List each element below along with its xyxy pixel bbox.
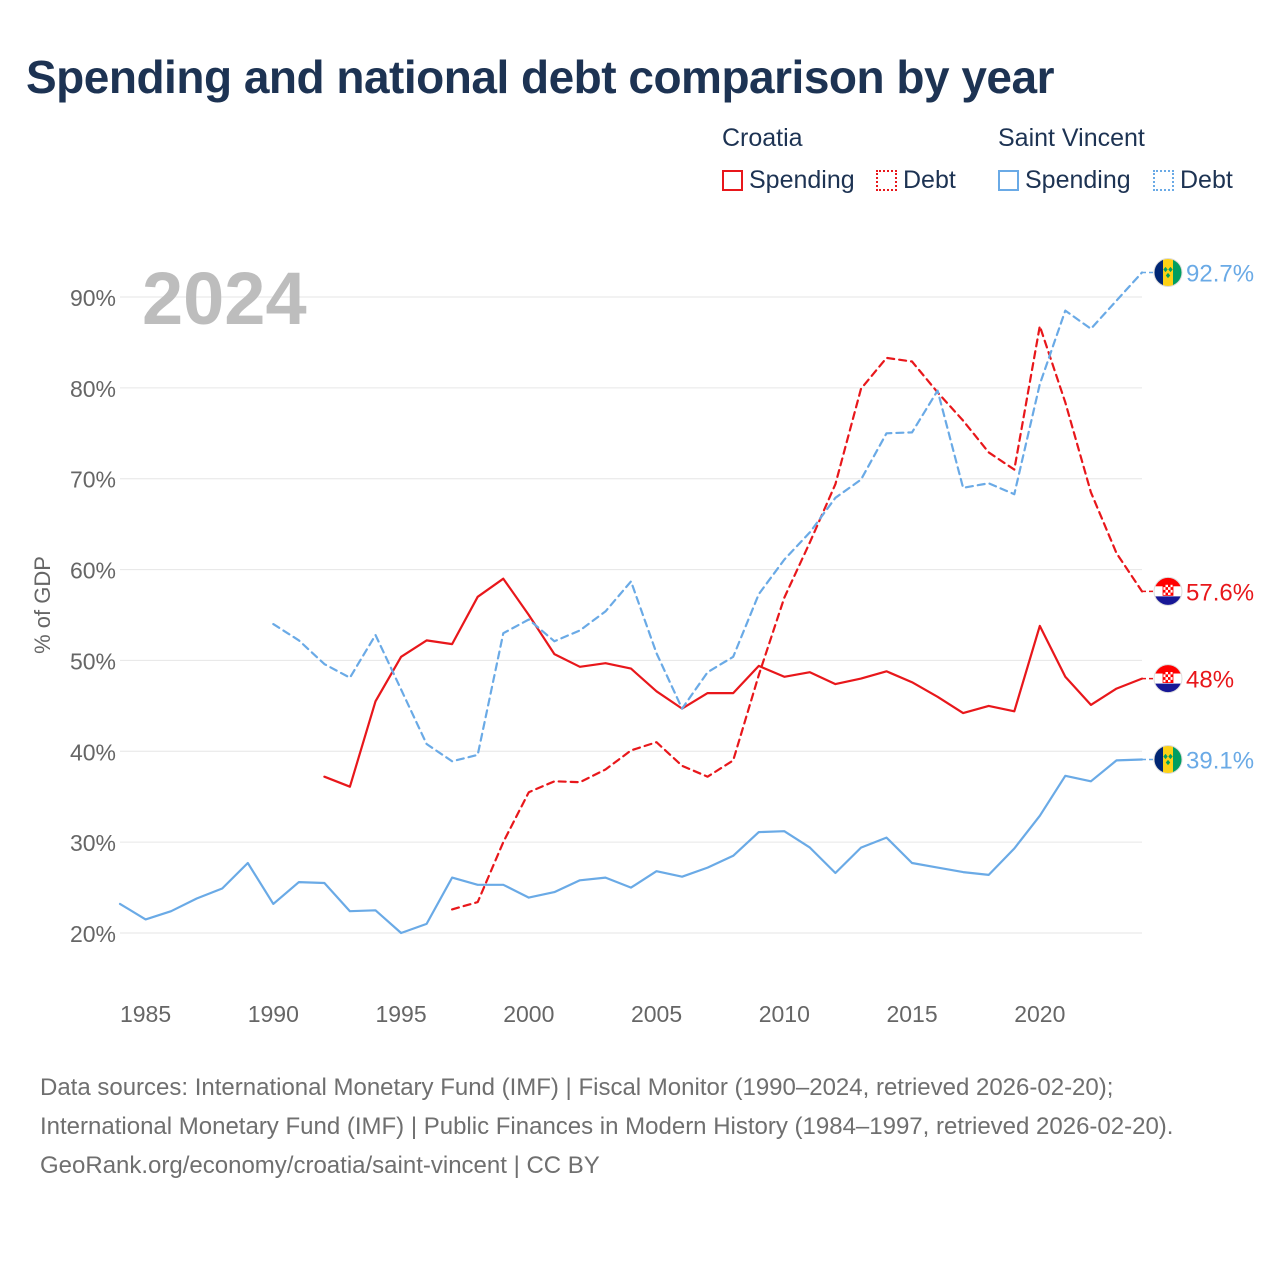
croatia-flag-icon xyxy=(1153,576,1183,606)
legend-swatch-solid-blue xyxy=(998,170,1019,191)
series-saint-vincent-spending xyxy=(118,758,1144,935)
croatia-flag-icon xyxy=(1153,664,1183,694)
x-tick-label: 2005 xyxy=(631,1001,682,1027)
legend-saint-vincent-debt[interactable]: Debt xyxy=(1153,166,1233,195)
end-value-label: 39.1% xyxy=(1186,747,1254,774)
y-tick-label: 40% xyxy=(70,739,116,765)
legend-croatia-debt[interactable]: Debt xyxy=(876,166,956,195)
legend-croatia-spending[interactable]: Spending xyxy=(722,166,855,195)
legend-label: Spending xyxy=(749,166,855,194)
x-tick-label: 2000 xyxy=(503,1001,554,1027)
x-tick-label: 2020 xyxy=(1014,1001,1065,1027)
grid xyxy=(120,296,1142,934)
saint-vincent-flag-icon xyxy=(1153,257,1183,287)
x-tick-label: 1985 xyxy=(120,1001,171,1027)
credit-link[interactable]: GeoRank.org/economy/croatia/saint-vincen… xyxy=(40,1152,600,1179)
series-saint-vincent-debt xyxy=(272,271,1144,763)
year-label: 2024 xyxy=(142,257,307,340)
y-tick-label: 70% xyxy=(70,467,116,493)
y-tick-label: 30% xyxy=(70,830,116,856)
y-tick-label: 60% xyxy=(70,558,116,584)
legend-swatch-dotted-blue xyxy=(1153,170,1174,191)
saint-vincent-flag-icon xyxy=(1153,744,1183,774)
x-axis-ticks: 1985 1990 1995 2000 2005 2010 2015 2020 xyxy=(120,1001,1065,1027)
x-tick-label: 1990 xyxy=(248,1001,299,1027)
data-sources: Data sources: International Monetary Fun… xyxy=(40,1074,1174,1140)
y-tick-label: 90% xyxy=(70,285,116,311)
footer: Data sources: International Monetary Fun… xyxy=(40,1068,1240,1185)
legend-label: Spending xyxy=(1025,166,1131,194)
legend-group-saint-vincent: Saint Vincent xyxy=(998,124,1145,152)
y-tick-label: 80% xyxy=(70,376,116,402)
chart-title: Spending and national debt comparison by… xyxy=(26,51,1055,103)
end-markers: 48% 57.6% 39.1% 92.7% xyxy=(1142,257,1254,774)
end-value-label: 57.6% xyxy=(1186,579,1254,606)
x-tick-label: 1995 xyxy=(375,1001,426,1027)
series-croatia-spending xyxy=(323,577,1144,788)
x-tick-label: 2010 xyxy=(759,1001,810,1027)
y-tick-label: 50% xyxy=(70,648,116,674)
legend-swatch-solid-red xyxy=(722,170,743,191)
end-value-label: 92.7% xyxy=(1186,260,1254,287)
legend-saint-vincent-spending[interactable]: Spending xyxy=(998,166,1131,195)
legend-group-croatia: Croatia xyxy=(722,124,803,152)
legend-swatch-dotted-red xyxy=(876,170,897,191)
series-croatia-debt xyxy=(451,325,1144,911)
y-axis-ticks: 20% 30% 40% 50% 60% 70% 80% 90% xyxy=(70,285,116,947)
end-value-label: 48% xyxy=(1186,667,1234,694)
line-chart: 20% 30% 40% 50% 60% 70% 80% 90% 1985 1990 1995 200… xyxy=(30,257,1254,1027)
y-tick-label: 20% xyxy=(70,921,116,947)
series-lines xyxy=(118,271,1144,935)
legend-label: Debt xyxy=(903,166,956,194)
y-axis-label: % of GDP xyxy=(30,556,55,654)
legend-label: Debt xyxy=(1180,166,1233,194)
x-tick-label: 2015 xyxy=(886,1001,937,1027)
